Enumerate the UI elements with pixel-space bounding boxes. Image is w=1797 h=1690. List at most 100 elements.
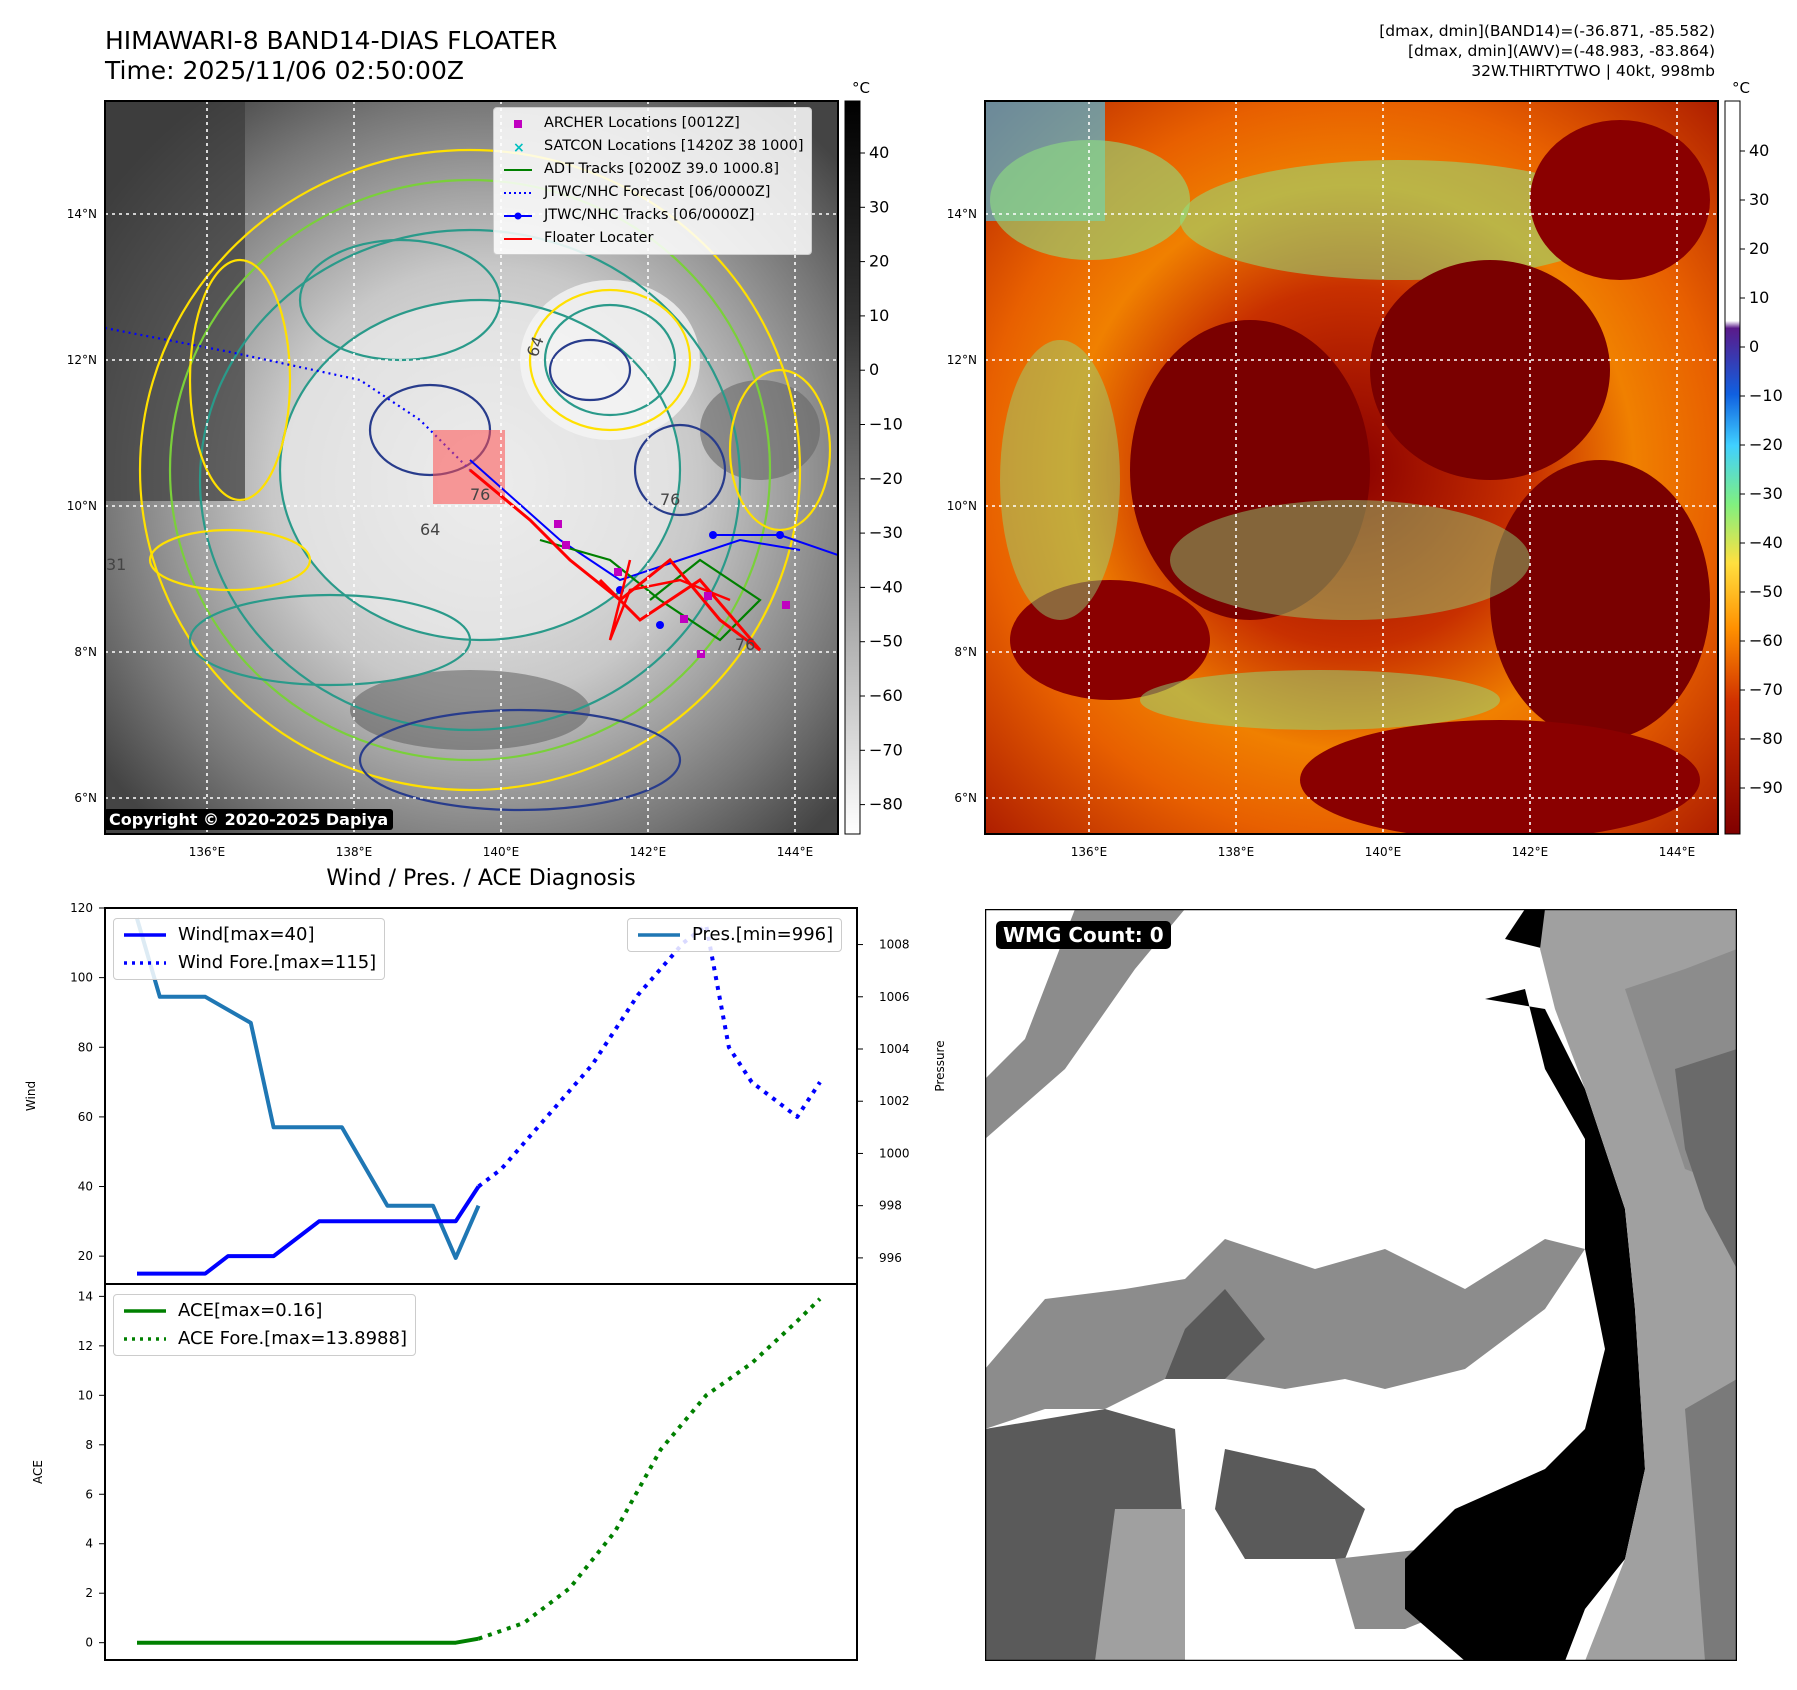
wind-tick-label: 60 [78,1110,93,1124]
wind-legend: Wind[max=40] Wind Fore.[max=115] [113,918,386,980]
lon-label: 142°E [630,845,667,859]
colorbar-tick-label: 0 [1749,337,1759,356]
legend-item-satcon: × SATCON Locations [1420Z 38 1000] [513,138,804,156]
legend-item-ace: ACE[max=0.16] [124,1300,323,1321]
legend-item-adt: ADT Tracks [0200Z 39.0 1000.8] [504,161,780,177]
ace-legend: ACE[max=0.16] ACE Fore.[max=13.8988] [113,1294,416,1356]
lon-label: 138°E [1218,845,1255,859]
ace-tick-label: 14 [78,1289,93,1303]
colorbar-tick-label: −30 [1749,484,1783,503]
lon-label: 136°E [189,845,226,859]
time-label: Time: 2025/11/06 02:50:00Z [105,56,464,85]
wind-axis-label: Wind [24,1081,38,1111]
colorbar-tick-label: −70 [869,740,903,759]
pressure-legend: Pres.[min=996] [627,918,843,952]
lat-label: 6°N [74,791,97,805]
storm-info: 32W.THIRTYTWO | 40kt, 998mb [1471,62,1715,80]
lat-label: 10°N [947,499,977,513]
colorbar-tick-label: −20 [1749,435,1783,454]
colorbar-tick-label: −30 [869,523,903,542]
wind-tick-label: 80 [78,1040,93,1054]
pressure-tick-label: 998 [879,1199,902,1213]
legend-item-forecast: JTWC/NHC Forecast [06/0000Z] [504,184,771,200]
legend-item-wind: Wind[max=40] [124,924,315,945]
pressure-tick-label: 1004 [879,1042,910,1056]
wind-tick-label: 120 [70,901,93,915]
pressure-tick-label: 996 [879,1251,902,1265]
contour-label: 76 [470,485,490,504]
main-title: HIMAWARI-8 BAND14-DIAS FLOATER [105,26,558,55]
ace-tick-label: 0 [85,1636,93,1650]
ace-frame [104,1283,858,1661]
legend-item-archer: ARCHER Locations [0012Z] [502,112,803,135]
lat-label: 12°N [67,353,97,367]
colorbar-tick-label: −40 [1749,533,1783,552]
legend-item-tracks: JTWC/NHC Tracks [06/0000Z] [502,204,803,227]
wind-forecast-line [477,923,822,1189]
colorbar-tick-label: 40 [1749,141,1769,160]
pressure-tick-label: 1000 [879,1146,910,1160]
lon-label: 136°E [1071,845,1108,859]
lon-label: 140°E [483,845,520,859]
lat-label: 12°N [947,353,977,367]
colorbar-tick-label: 20 [1749,239,1769,258]
colorbar-unit: °C [1732,79,1750,97]
legend-item-pressure: Pres.[min=996] [638,924,834,945]
colorbar-tick-label: −50 [869,632,903,651]
lon-label: 144°E [1659,845,1696,859]
colorbar-tick-label: −10 [869,415,903,434]
colorbar-tick-label: 30 [1749,190,1769,209]
svg-text:×: × [513,140,525,156]
diagnosis-chart: 1201008060402010081006100410021000998996… [24,901,947,1661]
lon-label: 138°E [336,845,373,859]
legend-item-ace-forecast: ACE Fore.[max=13.8988] [124,1328,407,1349]
lon-label: 140°E [1365,845,1402,859]
dmax-awv: [dmax, dmin](AWV)=(-48.983, -83.864) [1408,42,1715,60]
colorbar-tick-label: −60 [869,686,903,705]
pressure-tick-label: 1002 [879,1094,910,1108]
wind-tick-label: 20 [78,1249,93,1263]
colorbar-tick-label: 40 [869,143,889,162]
colorbar-tick-label: −80 [869,795,903,814]
dmax-band14: [dmax, dmin](BAND14)=(-36.871, -85.582) [1379,22,1715,40]
wind-tick-label: 100 [70,971,93,985]
lat-label: 14°N [67,207,97,221]
contour-label: 64 [420,520,440,539]
legend-item-wind-forecast: Wind Fore.[max=115] [124,952,377,973]
colorbar-tick-label: 30 [869,197,889,216]
colorbar-tick-label: −40 [869,577,903,596]
ace-tick-label: 6 [85,1487,93,1501]
colorbar-tick-label: −60 [1749,631,1783,650]
ace-tick-label: 4 [85,1537,93,1551]
wmg-panel [985,909,1737,1661]
colorbar-tick-label: −50 [1749,582,1783,601]
colorbar-tick-label: 20 [869,252,889,271]
lon-label: 142°E [1512,845,1549,859]
ace-tick-label: 10 [78,1388,93,1402]
colorbar-tick-label: −70 [1749,680,1783,699]
ace-tick-label: 8 [85,1438,93,1452]
ace-forecast-line [477,1297,822,1641]
colorbar-tick-label: −20 [869,469,903,488]
colorbar-tick-label: −10 [1749,386,1783,405]
contour-label: 31 [106,555,126,574]
ace-line [137,1636,479,1645]
colorbar-unit: °C [852,79,870,97]
wind-tick-label: 40 [78,1180,93,1194]
pressure-tick-label: 1006 [879,990,910,1004]
lat-label: 8°N [954,645,977,659]
contour-label: 76 [660,490,680,509]
ace-axis-label: ACE [31,1460,45,1484]
ir-map-panel: 64 76 76 64 76 31 [67,79,1783,859]
lat-label: 8°N [74,645,97,659]
colorbar-tick-label: 10 [1749,288,1769,307]
pressure-axis-label: Pressure [933,1040,947,1091]
contour-label: 76 [735,635,755,654]
colorbar-tick-label: −90 [1749,778,1783,797]
colorbar-tick-label: 0 [869,360,879,379]
colorbar-tick-label: −80 [1749,729,1783,748]
lon-label: 144°E [777,845,814,859]
legend-item-floater: Floater Locater [504,230,654,246]
wmg-count-badge: WMG Count: 0 [996,921,1171,949]
lat-label: 14°N [947,207,977,221]
